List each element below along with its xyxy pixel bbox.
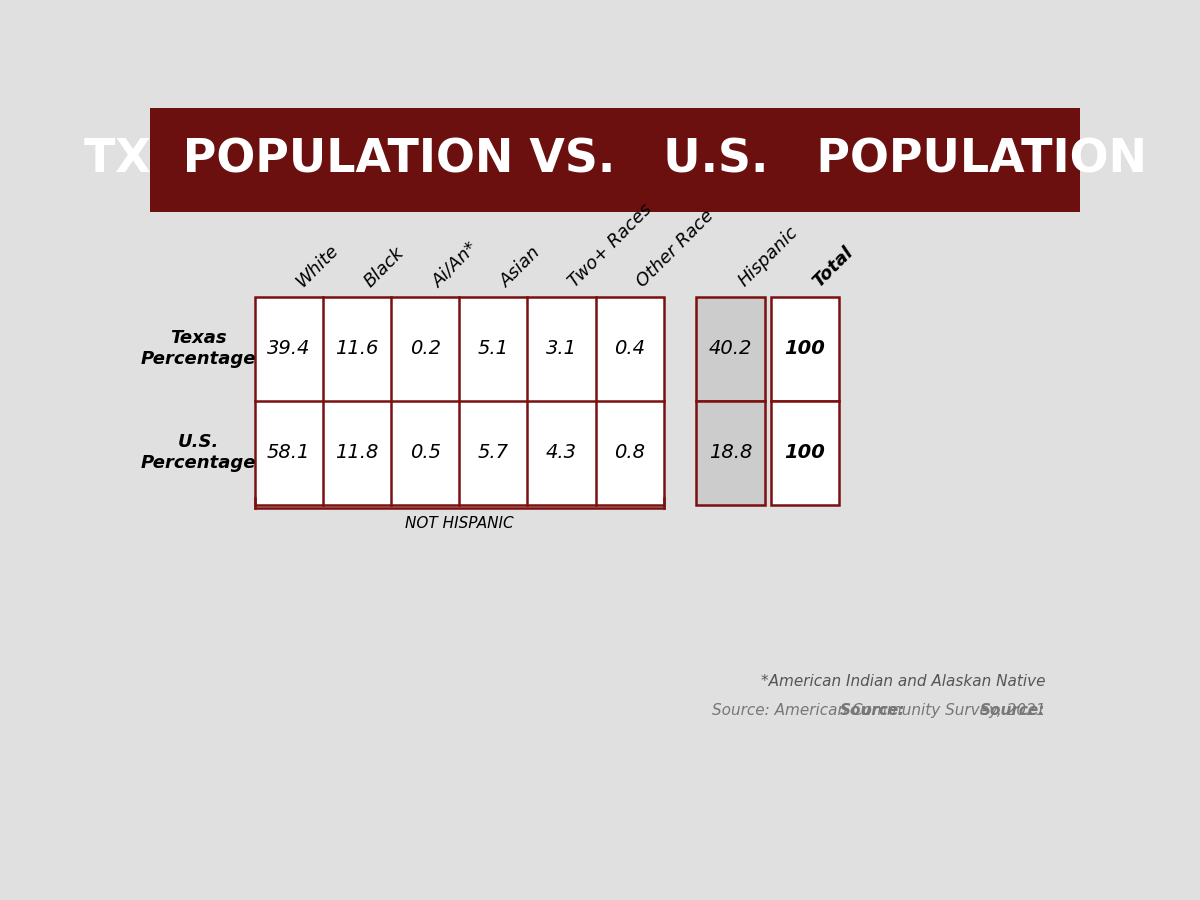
Text: 11.8: 11.8 bbox=[335, 443, 379, 462]
Text: 3.1: 3.1 bbox=[546, 339, 577, 358]
Text: Source:: Source: bbox=[979, 703, 1045, 717]
Text: 100: 100 bbox=[785, 339, 826, 358]
Text: Ai/An*: Ai/An* bbox=[430, 238, 481, 291]
Text: NOT HISPANIC: NOT HISPANIC bbox=[404, 516, 514, 531]
Text: 4.3: 4.3 bbox=[546, 443, 577, 462]
Text: White: White bbox=[293, 241, 342, 291]
Text: Other Race: Other Race bbox=[634, 206, 718, 291]
Bar bbox=[696, 297, 764, 400]
Text: TX  POPULATION VS.   U.S.   POPULATION: TX POPULATION VS. U.S. POPULATION bbox=[84, 137, 1146, 182]
Bar bbox=[696, 400, 764, 505]
Text: *American Indian and Alaskan Native: *American Indian and Alaskan Native bbox=[761, 674, 1045, 689]
Text: 5.1: 5.1 bbox=[478, 339, 509, 358]
Bar bbox=[770, 400, 839, 505]
Text: Black: Black bbox=[361, 243, 408, 291]
Text: 0.2: 0.2 bbox=[409, 339, 440, 358]
Text: Two+ Races: Two+ Races bbox=[565, 200, 656, 291]
Text: Total: Total bbox=[809, 243, 857, 291]
Text: Asian: Asian bbox=[497, 243, 545, 291]
Text: 0.8: 0.8 bbox=[614, 443, 646, 462]
Text: U.S.
Percentage: U.S. Percentage bbox=[140, 433, 256, 472]
Bar bbox=[254, 297, 664, 505]
Text: 58.1: 58.1 bbox=[268, 443, 311, 462]
Text: Hispanic: Hispanic bbox=[734, 224, 802, 291]
Text: 5.7: 5.7 bbox=[478, 443, 509, 462]
Text: 39.4: 39.4 bbox=[268, 339, 311, 358]
Text: 40.2: 40.2 bbox=[709, 339, 752, 358]
Text: Texas
Percentage: Texas Percentage bbox=[140, 329, 256, 368]
Text: 0.4: 0.4 bbox=[614, 339, 646, 358]
Text: 100: 100 bbox=[785, 443, 826, 462]
Bar bbox=[770, 297, 839, 400]
Text: 11.6: 11.6 bbox=[335, 339, 379, 358]
Bar bbox=[150, 108, 1080, 212]
Text: Source:: Source: bbox=[840, 703, 905, 717]
Text: 18.8: 18.8 bbox=[709, 443, 752, 462]
Text: 0.5: 0.5 bbox=[409, 443, 440, 462]
Text: Source: American Community Survey, 2021: Source: American Community Survey, 2021 bbox=[712, 703, 1045, 717]
